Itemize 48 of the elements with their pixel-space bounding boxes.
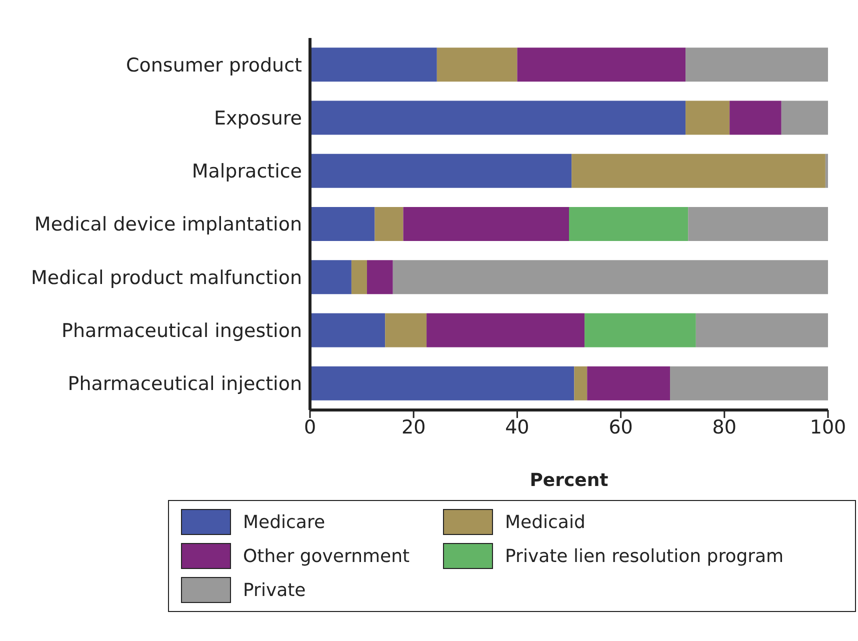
- y-tick-label: Pharmaceutical ingestion: [62, 320, 302, 342]
- bar: [310, 260, 352, 294]
- legend-label: Medicaid: [505, 512, 586, 532]
- y-tick-label: Malpractice: [192, 160, 302, 183]
- x-tick-label: 100: [810, 416, 846, 438]
- bar: [351, 260, 367, 294]
- bar: [730, 100, 782, 135]
- x-tick-label: 60: [608, 416, 633, 438]
- bar: [310, 154, 572, 188]
- bar: [403, 206, 569, 241]
- bar: [310, 100, 686, 135]
- bar: [517, 48, 686, 82]
- y-tick-label: Medical product malfunction: [31, 266, 302, 289]
- legend-label: Private: [243, 580, 306, 600]
- bar: [366, 260, 393, 294]
- bar: [587, 366, 670, 400]
- bar: [569, 206, 688, 241]
- x-axis-title: Percent: [530, 470, 609, 491]
- bar: [686, 100, 730, 135]
- x-tick-label: 80: [712, 416, 736, 438]
- bar: [392, 260, 828, 294]
- y-tick-label: Pharmaceutical injection: [68, 373, 302, 396]
- y-tick-label: Consumer product: [126, 54, 302, 76]
- x-tick-label: 0: [304, 416, 316, 438]
- x-tick-label: 40: [505, 416, 530, 438]
- bar: [670, 366, 828, 400]
- bar: [696, 313, 828, 348]
- bar: [686, 48, 828, 82]
- bar: [584, 313, 696, 348]
- bar: [688, 206, 828, 241]
- bar: [374, 206, 404, 241]
- legend-label: Private lien resolution program: [505, 546, 784, 566]
- bar: [825, 154, 828, 188]
- bar: [385, 313, 427, 348]
- bar: [436, 48, 518, 82]
- bar: [572, 154, 826, 188]
- y-tick-label: Medical device implantation: [34, 214, 302, 236]
- bar: [310, 313, 386, 348]
- bar: [310, 366, 574, 400]
- bar: [310, 48, 437, 82]
- x-tick-label: 20: [402, 416, 426, 438]
- bar: [426, 313, 585, 348]
- legend-label: Other government: [243, 546, 410, 566]
- bar: [574, 366, 588, 400]
- y-tick-label: Exposure: [214, 107, 302, 130]
- bar: [310, 206, 375, 241]
- legend-label: Medicare: [243, 512, 326, 532]
- bar: [781, 100, 828, 135]
